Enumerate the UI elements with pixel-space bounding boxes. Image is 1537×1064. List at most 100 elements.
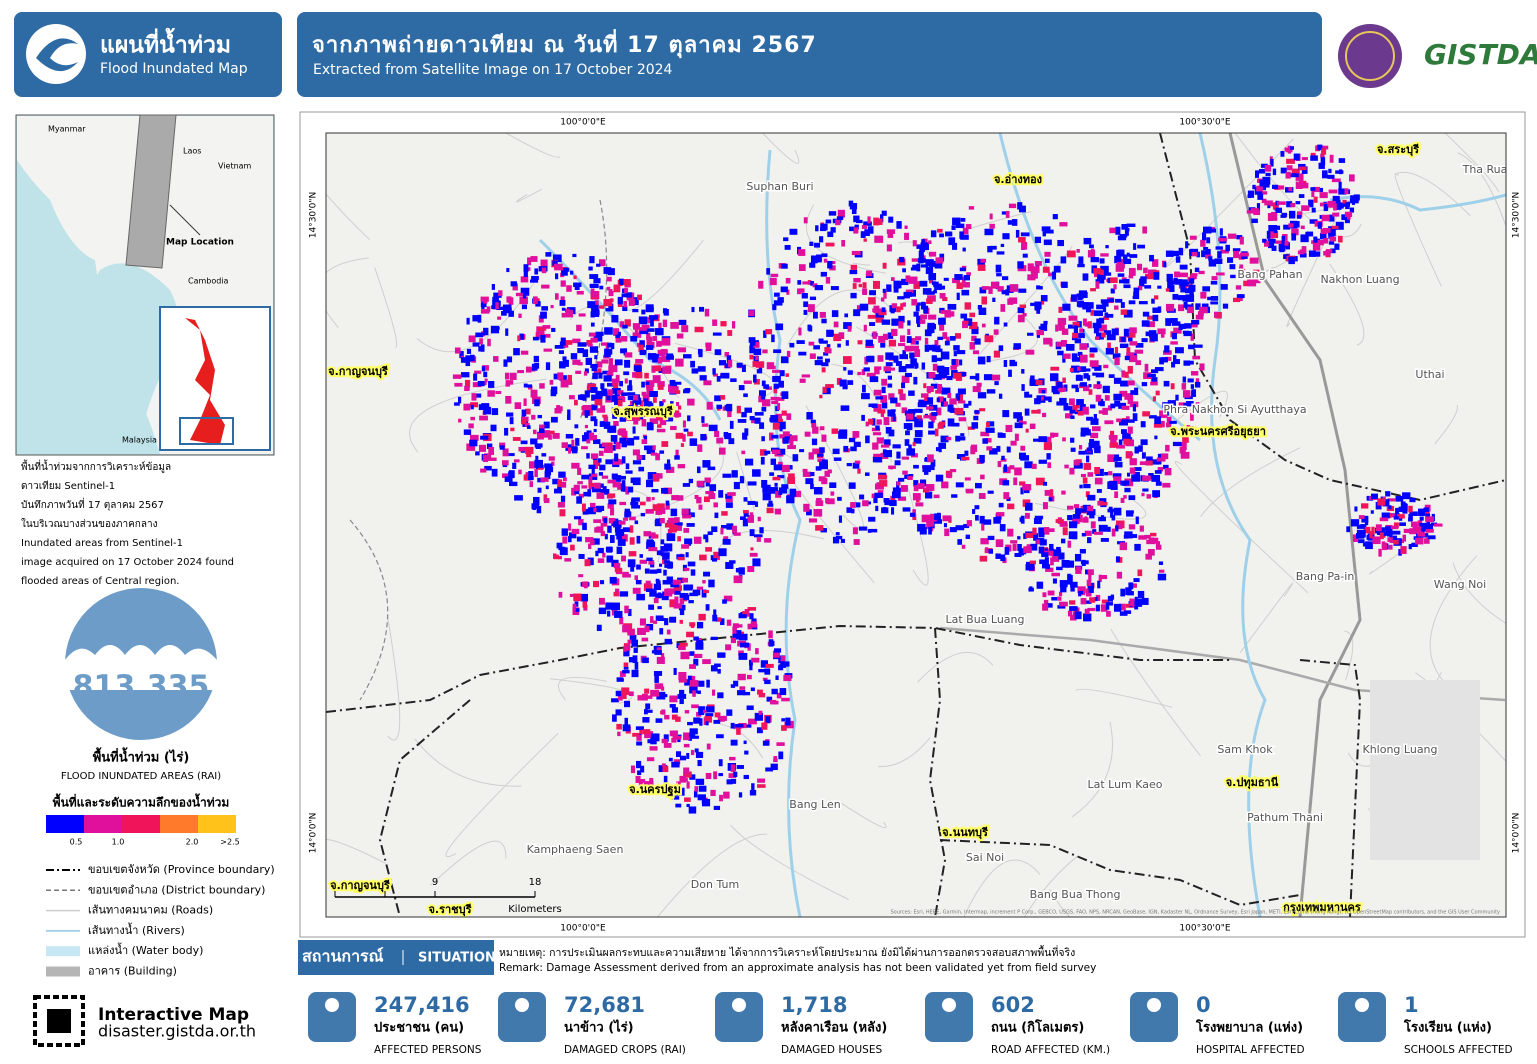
flood-pixel xyxy=(680,443,685,447)
flood-pixel xyxy=(683,528,690,533)
flood-pixel xyxy=(850,502,856,508)
flood-pixel xyxy=(1350,195,1355,201)
flood-pixel xyxy=(1162,402,1168,408)
flood-pixel xyxy=(674,735,682,740)
stat-label-en: SCHOOLS AFFECTED xyxy=(1404,1044,1513,1056)
flood-pixel xyxy=(1128,582,1134,590)
flood-pixel xyxy=(917,483,925,490)
flood-pixel xyxy=(1053,549,1062,557)
flood-pixel xyxy=(1034,515,1044,520)
flood-pixel xyxy=(1043,527,1050,535)
country-label: Cambodia xyxy=(188,277,229,286)
satellite-swath xyxy=(125,114,177,269)
flood-pixel xyxy=(646,385,654,390)
flood-pixel xyxy=(781,697,790,702)
flood-pixel xyxy=(815,525,824,531)
flood-pixel xyxy=(1055,519,1064,523)
flood-pixel xyxy=(768,630,773,639)
flood-pixel xyxy=(1108,374,1115,378)
flood-pixel xyxy=(1393,539,1399,545)
flood-pixel xyxy=(998,502,1004,508)
flood-pixel xyxy=(1126,472,1131,477)
flood-pixel xyxy=(586,436,591,444)
flood-pixel xyxy=(537,487,542,493)
flood-pixel xyxy=(847,325,852,332)
flood-pixel xyxy=(1106,610,1111,617)
flood-pixel xyxy=(610,535,615,543)
road xyxy=(1075,688,1173,708)
flood-pixel xyxy=(1023,533,1027,539)
flood-pixel xyxy=(1419,522,1427,527)
flood-pixel xyxy=(733,575,743,584)
flood-pixel xyxy=(979,555,988,562)
flood-pixel xyxy=(645,380,655,387)
flood-pixel xyxy=(1007,528,1014,537)
flood-pixel xyxy=(632,587,641,594)
flood-pixel xyxy=(537,327,547,331)
remark-en: Remark: Damage Assessment derived from a… xyxy=(499,962,1096,974)
flood-pixel xyxy=(640,765,645,773)
flood-pixel xyxy=(1371,526,1375,535)
flood-pixel xyxy=(1124,371,1129,378)
flood-pixel xyxy=(1262,238,1266,243)
flood-pixel xyxy=(966,489,974,494)
flood-pixel xyxy=(528,471,534,479)
flood-pixel xyxy=(711,526,718,533)
flood-pixel xyxy=(719,794,723,802)
flood-pixel xyxy=(627,395,634,401)
flood-pixel xyxy=(1334,243,1340,250)
flood-pixel xyxy=(1154,470,1162,474)
flood-pixel xyxy=(701,589,707,598)
flood-pixel xyxy=(1332,195,1340,203)
flood-pixel xyxy=(643,695,653,699)
flood-pixel xyxy=(1014,422,1023,429)
flood-pixel xyxy=(650,616,654,623)
flood-pixel xyxy=(697,348,702,355)
flood-pixel xyxy=(728,438,735,445)
flood-pixel xyxy=(910,358,917,367)
flood-pixel xyxy=(749,345,756,354)
province-label: จ.ปทุมธานี xyxy=(1226,776,1279,790)
flood-pixel xyxy=(910,416,919,421)
flood-pixel xyxy=(956,292,960,301)
flood-pixel xyxy=(1124,487,1131,493)
road xyxy=(853,262,871,266)
flood-pixel xyxy=(1068,531,1078,540)
flood-pixel xyxy=(612,482,621,488)
flood-pixel xyxy=(915,340,919,345)
flood-pixel xyxy=(481,366,486,372)
town-label: Tha Rua xyxy=(1462,163,1508,176)
flood-pixel xyxy=(951,225,956,230)
town-label: Phra Nakhon Si Ayutthaya xyxy=(1163,403,1306,416)
road xyxy=(515,188,543,203)
flood-pixel xyxy=(574,399,578,406)
flood-pixel xyxy=(1084,516,1088,521)
flood-pixel xyxy=(694,326,704,333)
flood-pixel xyxy=(913,311,919,317)
flood-pixel xyxy=(743,740,747,745)
flood-pixel xyxy=(761,380,766,387)
flood-pixel xyxy=(913,485,919,492)
flood-pixel xyxy=(935,348,943,353)
flood-pixel xyxy=(593,580,600,588)
flood-pixel xyxy=(1195,378,1200,384)
flood-pixel xyxy=(769,472,775,476)
flood-pixel xyxy=(544,466,554,473)
flood-pixel xyxy=(916,315,923,324)
flood-pixel xyxy=(1029,423,1036,430)
flood-pixel xyxy=(627,437,635,446)
flood-pixel xyxy=(895,402,901,407)
flood-pixel xyxy=(624,287,628,294)
flood-pixel xyxy=(905,289,914,294)
flood-pixel xyxy=(502,460,509,466)
flood-pixel xyxy=(1119,542,1128,551)
flood-pixel xyxy=(983,519,992,525)
flood-pixel xyxy=(937,423,944,429)
flood-pixel xyxy=(846,507,852,513)
flood-pixel xyxy=(1140,439,1148,446)
flood-pixel xyxy=(570,353,578,360)
flood-pixel xyxy=(1147,549,1155,556)
interactive-url[interactable]: disaster.gistda.or.th xyxy=(98,1022,256,1041)
flood-pixel xyxy=(563,267,570,272)
flood-pixel xyxy=(877,409,886,414)
